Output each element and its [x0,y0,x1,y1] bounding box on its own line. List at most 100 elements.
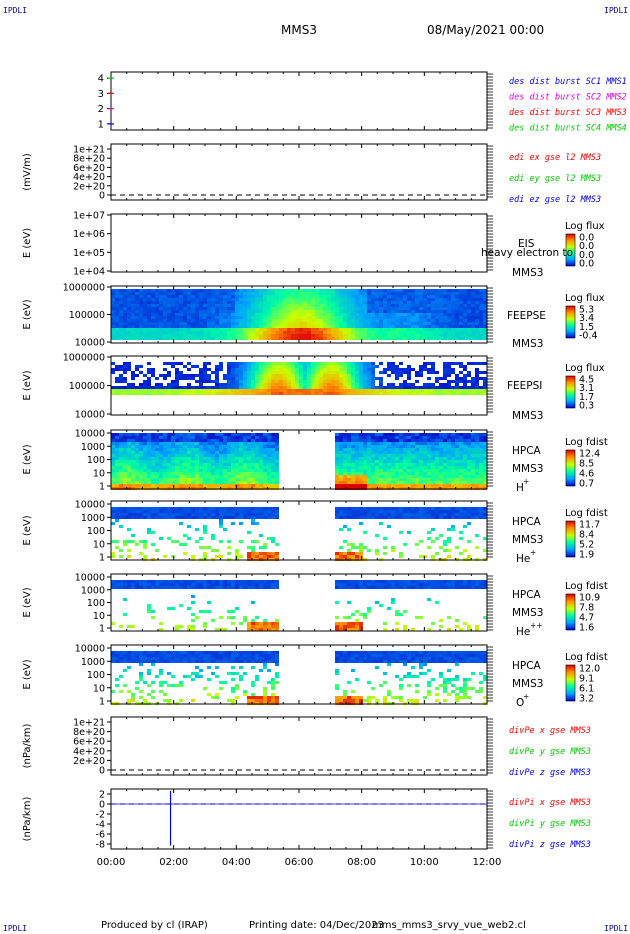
colorbar-title: Log fdist [565,508,608,519]
colorbar-tick-label: 0.0 [579,233,594,244]
y-tick-label: 2e+20 [73,756,105,767]
species-charge-label: ++ [530,621,543,630]
spacecraft-label: MMS3 [512,338,543,350]
legend-entry: des dist burst SC4 MMS4 [509,124,627,134]
y-tick-label: 1e+06 [73,229,105,240]
y-tick-label: -4 [96,820,105,831]
y-tick-label: 1 [99,553,105,564]
spacecraft-label: MMS3 [512,678,543,690]
colorbar-tick-label: 11.7 [579,520,600,531]
legend-entry: des dist burst SC2 MMS2 [509,93,627,103]
instrument-label: HPCA [512,445,542,457]
instrument-label: FEEPSI [507,380,542,392]
colorbar-tick-label: 0.0 [579,241,594,252]
colorbar-title: Log fdist [565,437,608,448]
y-tick-label: 100 [87,670,105,681]
colorbar-tick-label: 8.5 [579,459,594,470]
y-axis-label: (nPa/km) [22,797,33,842]
y-tick-label: 1e+05 [73,248,105,259]
y-tick-label: 100 [87,526,105,537]
y-tick-label: -2 [96,810,105,821]
colorbar-title: Log flux [565,221,605,232]
y-tick-label: 10000 [75,500,105,511]
y-tick-label: 10 [93,683,105,694]
footer-filename: mms_mms3_srvy_vue_web2.cl [372,920,526,931]
y-tick-label: 2 [98,104,104,115]
colorbar-tick-label: 8.4 [579,530,594,541]
y-tick-label: -8 [96,840,105,851]
time-tick-label: 02:00 [159,857,188,868]
y-tick-label: 1000 [81,513,105,524]
spacecraft-label: MMS3 [512,463,543,475]
hpca_h-spectrogram [111,433,487,490]
colorbar-title: Log flux [565,293,605,304]
feepse-spectrogram [111,289,487,340]
colorbar-tick-label: 9.1 [579,674,594,685]
y-axis-label: (mV/m) [22,153,33,191]
colorbar [565,233,576,267]
colorbar-tick-label: 10.9 [579,593,600,604]
corner-label-top-left: IPDLI [3,6,28,15]
time-tick-label: 10:00 [410,857,439,868]
time-tick-label: 00:00 [97,857,126,868]
hpca_he-spectrogram [111,507,487,561]
y-tick-label: 6e+20 [73,737,105,748]
y-axis-label: E (eV) [22,587,33,617]
colorbar [565,593,576,631]
y-tick-label: 1000000 [63,283,105,294]
y-tick-label: 8e+20 [73,727,105,738]
legend-entry: edi ez gse l2 MMS3 [509,195,601,205]
y-tick-label: 6e+20 [73,163,105,174]
y-tick-label: 1e+21 [73,718,105,729]
edi-panel [110,143,488,201]
burst-panel [110,71,488,131]
colorbar-tick-label: 0.7 [579,479,594,490]
species-label: O [516,697,524,709]
y-axis-label: E (eV) [22,659,33,689]
y-tick-label: 1e+04 [73,267,105,278]
instrument-label: EIS [518,238,535,250]
y-tick-label: 0 [99,191,105,202]
date-title: 08/May/2021 00:00 [427,23,545,37]
y-tick-label: 1000000 [63,353,105,364]
y-tick-label: 0 [99,800,105,811]
colorbar-tick-label: 3.4 [579,313,594,324]
footer-producer: Produced by cl (IRAP) [101,920,208,931]
colorbar [565,664,576,702]
y-tick-label: 100000 [69,381,105,392]
legend-entry: des dist burst SC1 MMS1 [509,77,627,87]
corner-label-bottom-right: IPDLI [604,924,629,933]
legend-entry: divPe x gse MMS3 [509,726,591,736]
y-tick-label: 10000 [75,429,105,440]
spacecraft-title: MMS3 [281,23,317,37]
colorbar-title: Log fdist [565,652,608,663]
colorbar-tick-label: 0.3 [579,401,594,412]
time-tick-label: 06:00 [285,857,314,868]
time-tick-label: 04:00 [222,857,251,868]
species-label: heavy electron to [481,247,573,259]
colorbar-tick-label: 4.5 [579,375,594,386]
corner-label-top-right: IPDLI [604,6,629,15]
colorbar-title: Log flux [565,363,605,374]
hpca_o-spectrogram [111,651,487,705]
colorbar-tick-label: 0.0 [579,250,594,261]
y-tick-label: 10000 [75,644,105,655]
y-tick-label: 4e+20 [73,746,105,757]
divpe-panel [110,716,488,776]
y-tick-label: 1 [98,119,104,130]
legend-entry: divPi x gse MMS3 [509,798,591,808]
species-label: H [516,482,524,494]
colorbar-tick-label: 3.1 [579,383,594,394]
y-tick-label: 10000 [75,410,105,421]
colorbar [565,520,576,558]
colorbar-tick-label: 5.2 [579,540,594,551]
y-axis-label: E (eV) [22,228,33,258]
hpca_hepp-spectrogram [111,580,487,631]
legend-entry: des dist burst SC3 MMS3 [509,108,627,118]
y-tick-label: 8e+20 [73,154,105,165]
divpi-panel [110,788,488,850]
spacecraft-label: MMS3 [512,607,543,619]
colorbar-tick-label: 1.6 [579,623,594,634]
y-tick-label: 10 [93,539,105,550]
